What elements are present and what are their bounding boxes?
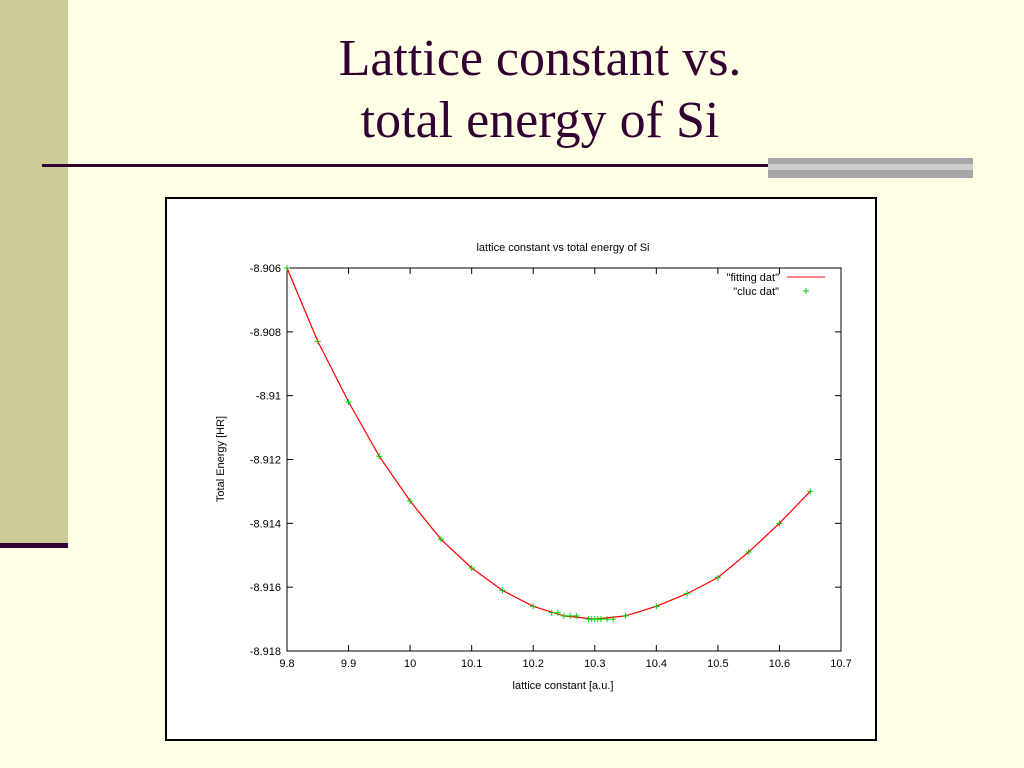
series-fitting-dat-line bbox=[286, 267, 811, 620]
data-point-cluc-dat bbox=[284, 265, 290, 271]
data-point-cluc-dat bbox=[745, 549, 752, 556]
chart-frame: lattice constant vs total energy of Si 9… bbox=[165, 197, 877, 741]
x-tick-label: 10.5 bbox=[707, 658, 728, 670]
data-point-cluc-dat bbox=[622, 612, 629, 619]
y-tick-label: -8.916 bbox=[250, 582, 281, 594]
x-axis-label: lattice constant [a.u.] bbox=[513, 680, 614, 692]
data-point-cluc-dat bbox=[345, 399, 352, 406]
x-tick-label: 10.1 bbox=[461, 658, 482, 670]
legend-label-cluc-dat: "cluc dat" bbox=[733, 286, 779, 298]
slide-title: Lattice constant vs. total energy of Si bbox=[180, 28, 900, 152]
title-underline-accent bbox=[768, 158, 973, 178]
chart-title: lattice constant vs total energy of Si bbox=[476, 242, 649, 254]
y-tick-label: -8.91 bbox=[256, 391, 281, 403]
data-point-cluc-dat bbox=[807, 488, 814, 495]
title-underline bbox=[42, 164, 972, 167]
plot-border bbox=[286, 267, 842, 652]
y-tick-label: -8.908 bbox=[250, 327, 281, 339]
data-point-cluc-dat bbox=[530, 603, 537, 610]
slide-title-line-2: total energy of Si bbox=[360, 92, 720, 149]
data-point-cluc-dat bbox=[610, 616, 617, 623]
chart-legend: "fitting dat" "cluc dat" bbox=[727, 272, 825, 298]
chart-svg: lattice constant vs total energy of Si 9… bbox=[215, 242, 852, 692]
data-point-cluc-dat bbox=[597, 616, 604, 623]
data-point-cluc-dat bbox=[714, 574, 721, 581]
data-point-cluc-dat bbox=[776, 520, 783, 527]
data-point-cluc-dat bbox=[554, 609, 561, 616]
x-tick-label: 9.9 bbox=[341, 658, 356, 670]
y-tick-label: -8.906 bbox=[250, 263, 281, 275]
data-point-cluc-dat bbox=[407, 497, 414, 504]
data-point-cluc-dat bbox=[653, 603, 660, 610]
x-tick-label: 9.8 bbox=[279, 658, 294, 670]
x-tick-label: 10.4 bbox=[646, 658, 667, 670]
data-point-cluc-dat bbox=[314, 338, 321, 345]
chart-ticks: 9.8 9.9 10 10.1 10.2 10.3 10.4 10.5 10.6 10.7 -8.9… bbox=[250, 263, 852, 670]
y-tick-label: -8.914 bbox=[250, 518, 281, 530]
legend-swatch-cluc-dat bbox=[803, 288, 809, 294]
y-tick-label: -8.918 bbox=[250, 646, 281, 658]
x-tick-label: 10.6 bbox=[769, 658, 790, 670]
data-point-cluc-dat bbox=[573, 612, 580, 619]
x-tick-label: 10.2 bbox=[523, 658, 544, 670]
chart-axes bbox=[286, 267, 842, 652]
data-point-cluc-dat bbox=[437, 536, 444, 543]
y-tick-label: -8.912 bbox=[250, 455, 281, 467]
data-point-cluc-dat bbox=[561, 612, 567, 619]
x-tick-label: 10.3 bbox=[584, 658, 605, 670]
slide-title-line-1: Lattice constant vs. bbox=[338, 30, 742, 87]
data-point-cluc-dat bbox=[604, 616, 611, 623]
left-accent-bar-foot bbox=[0, 543, 68, 548]
data-point-cluc-dat bbox=[468, 565, 475, 572]
chart-plot-area bbox=[284, 265, 814, 623]
data-point-cluc-dat bbox=[684, 590, 691, 597]
data-point-cluc-dat bbox=[548, 609, 555, 616]
left-accent-bar bbox=[0, 0, 68, 545]
x-tick-label: 10 bbox=[404, 658, 416, 670]
y-axis-label: Total Energy [HR] bbox=[215, 416, 227, 502]
x-tick-label: 10.7 bbox=[830, 658, 851, 670]
legend-label-fitting-dat: "fitting dat" bbox=[727, 272, 780, 284]
data-point-cluc-dat bbox=[567, 612, 574, 619]
data-point-cluc-dat bbox=[376, 453, 383, 460]
data-point-cluc-dat bbox=[499, 587, 506, 594]
